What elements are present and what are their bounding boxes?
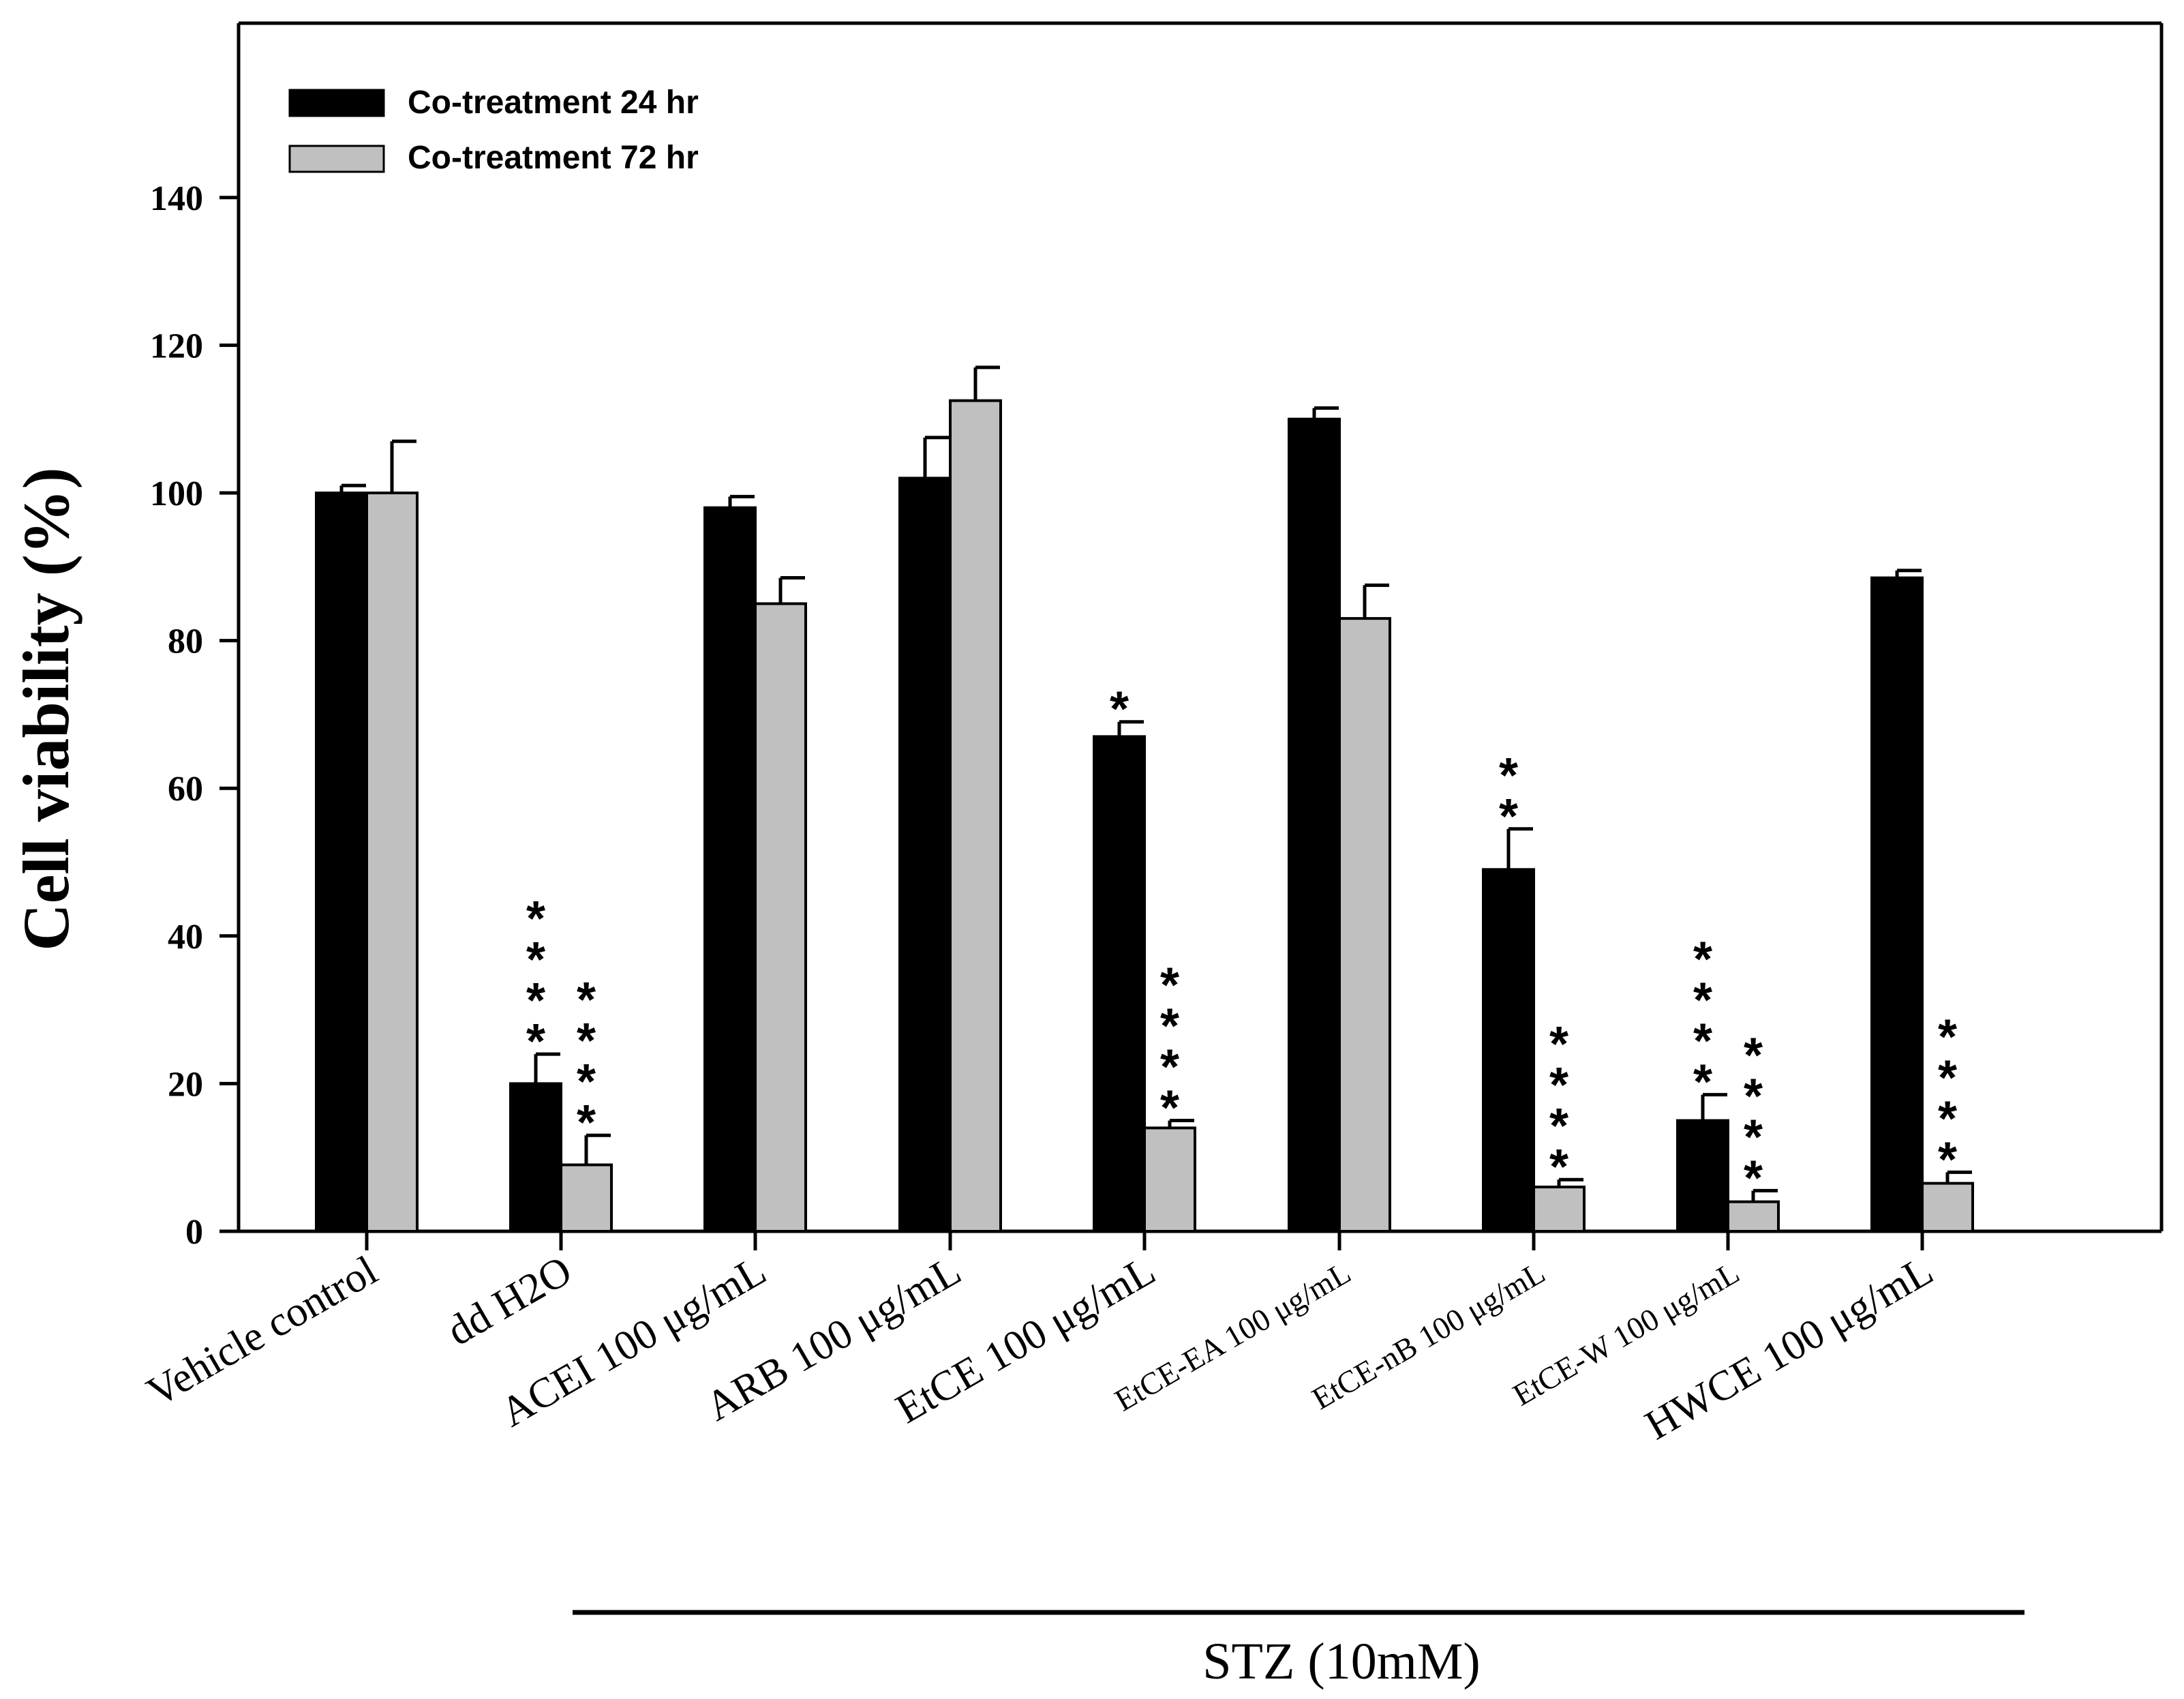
significance-star: *	[1160, 1040, 1179, 1095]
significance-star: *	[577, 1014, 596, 1068]
legend-swatch-72hr	[288, 145, 385, 173]
significance-star: *	[1549, 1058, 1568, 1113]
bar-72hr	[949, 399, 1002, 1233]
legend-swatch-24hr	[288, 89, 385, 117]
bar-24hr	[1676, 1119, 1729, 1233]
significance-star: *	[1549, 1017, 1568, 1072]
significance-star: *	[1160, 1081, 1179, 1136]
bar-72hr	[365, 492, 419, 1233]
significance-star: *	[1549, 1099, 1568, 1154]
y-axis-label: Cell viability (%)	[10, 467, 82, 950]
significance-star: *	[1110, 682, 1129, 737]
x-tick-label: HWCE 100 μg/mL	[1637, 1247, 1941, 1449]
significance-star: *	[1744, 1028, 1763, 1083]
bar-24hr	[315, 492, 368, 1233]
bar-72hr	[1338, 617, 1391, 1233]
significance-star: *	[1744, 1069, 1763, 1124]
y-tick-label: 40	[168, 918, 203, 957]
bar-72hr	[1727, 1200, 1780, 1233]
y-tick-label: 20	[168, 1065, 203, 1104]
x-tick-label: dd H2O	[439, 1247, 579, 1355]
bar-72hr	[1532, 1186, 1586, 1233]
bar-24hr	[703, 506, 757, 1233]
bar-24hr	[1482, 868, 1535, 1233]
y-ticks: 0 20 40 60 80 100 120 140	[150, 179, 239, 1252]
significance-star: *	[1160, 999, 1179, 1054]
significance-star: *	[1549, 1140, 1568, 1194]
bar-24hr	[1093, 735, 1146, 1233]
bars	[315, 399, 1974, 1233]
y-tick-label: 100	[150, 475, 203, 513]
bar-72hr	[1921, 1182, 1974, 1233]
significance-star: *	[1938, 1010, 1957, 1064]
significance-star: *	[577, 1096, 596, 1150]
significance-star: *	[1693, 1055, 1712, 1110]
significance-star: *	[1693, 974, 1712, 1028]
bar-24hr	[1288, 417, 1341, 1233]
bar-24hr	[1870, 576, 1924, 1233]
y-tick-label: 80	[168, 622, 203, 661]
significance-star: *	[526, 1014, 545, 1069]
significance-star: *	[1693, 1014, 1712, 1069]
significance-star: *	[1744, 1151, 1763, 1205]
stz-group-label: STZ (10mM)	[1202, 1633, 1480, 1690]
significance-star: *	[1938, 1132, 1957, 1187]
significance-star: *	[1938, 1051, 1957, 1105]
significance-star: *	[526, 892, 545, 946]
significance-star: *	[526, 933, 545, 987]
significance-stars: *******************************	[526, 682, 1957, 1206]
legend-label-72hr: Co-treatment 72 hr	[408, 140, 699, 176]
significance-star: *	[1499, 790, 1518, 844]
significance-star: *	[1938, 1092, 1957, 1146]
significance-star: *	[1744, 1110, 1763, 1164]
significance-star: *	[577, 973, 596, 1027]
bar-72hr	[1143, 1126, 1196, 1233]
x-tick-label: Vehicle control	[139, 1247, 385, 1415]
bar-72hr	[754, 602, 807, 1233]
y-tick-label: 0	[185, 1213, 203, 1252]
bar-24hr	[509, 1082, 562, 1233]
y-tick-label: 120	[150, 327, 203, 365]
y-tick-label: 140	[150, 179, 203, 218]
bar-72hr	[560, 1163, 613, 1233]
significance-star: *	[1499, 749, 1518, 803]
significance-star: *	[526, 974, 545, 1028]
error-bars	[339, 365, 1972, 1202]
bar-24hr	[898, 477, 952, 1233]
significance-star: *	[1160, 959, 1179, 1013]
significance-star: *	[577, 1055, 596, 1109]
significance-star: *	[1693, 933, 1712, 987]
legend: Co-treatment 24 hr Co-treatment 72 hr	[288, 85, 699, 176]
legend-label-24hr: Co-treatment 24 hr	[408, 85, 699, 121]
y-tick-label: 60	[168, 770, 203, 809]
